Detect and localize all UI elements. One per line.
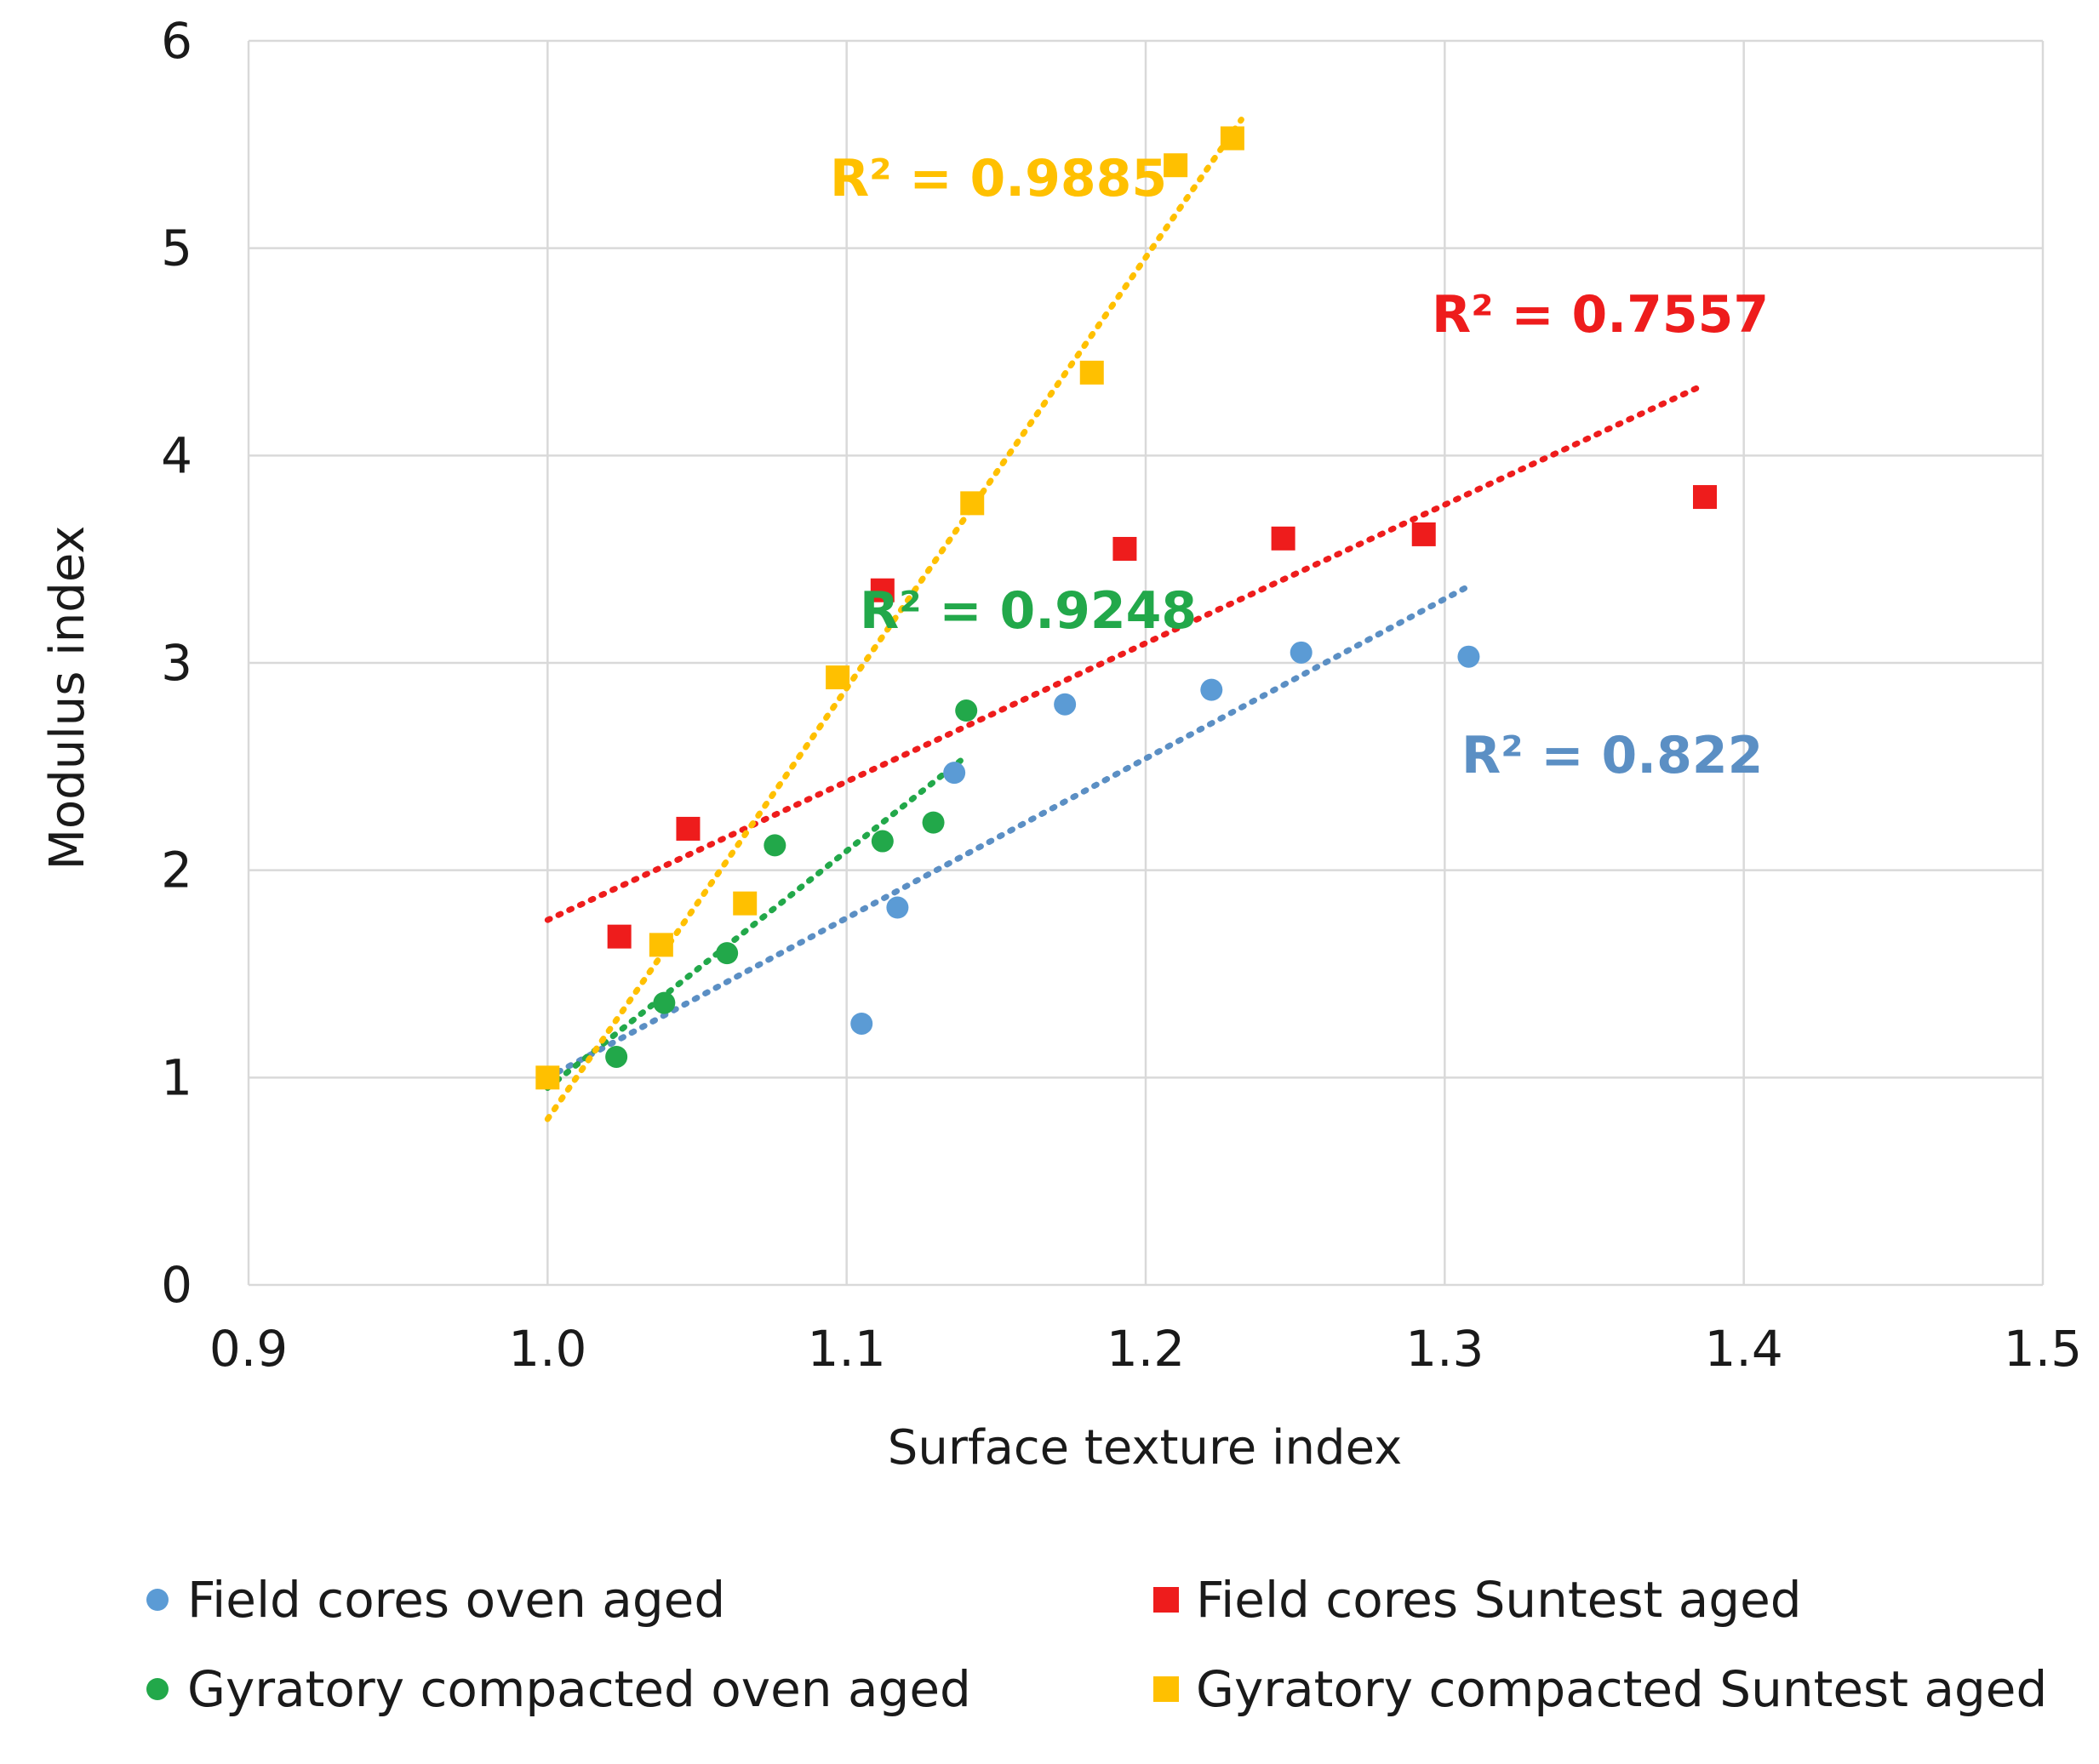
legend-label: Gyratory compacted oven aged (187, 1660, 971, 1718)
data-point (607, 924, 632, 949)
data-points (535, 126, 1717, 1090)
trendline-1 (544, 384, 1702, 923)
r2-label: R² = 0.822 (1461, 726, 1763, 785)
y-tick-label: 1 (161, 1048, 192, 1106)
y-tick-label: 2 (161, 842, 192, 899)
grid-lines (247, 39, 2045, 1287)
y-tick-label: 6 (161, 12, 192, 70)
data-point (764, 834, 786, 857)
legend: Field cores oven aged Field cores Suntest… (146, 1571, 2047, 1718)
r2-label: R² = 0.9248 (860, 581, 1197, 641)
x-tick-label: 1.1 (808, 1320, 886, 1378)
data-point (1200, 678, 1223, 701)
legend-marker (146, 1678, 169, 1700)
data-point (1692, 485, 1717, 510)
legend-label: Field cores oven aged (187, 1571, 725, 1629)
data-point (535, 1065, 560, 1090)
data-point (653, 991, 676, 1014)
data-point (1290, 641, 1313, 664)
x-tick-label: 1.5 (2004, 1320, 2082, 1378)
r2-label: R² = 0.9885 (830, 149, 1167, 208)
data-point (1112, 536, 1137, 561)
data-point (886, 896, 909, 919)
x-tick-label: 1.0 (508, 1320, 586, 1378)
data-point (826, 665, 850, 690)
data-point (649, 933, 673, 957)
data-point (955, 699, 978, 722)
x-axis-ticks: 0.9 1.0 1.1 1.2 1.3 1.4 1.5 (209, 1320, 2082, 1378)
legend-label: Field cores Suntest aged (1196, 1571, 1802, 1629)
r2-label: R² = 0.7557 (1432, 285, 1769, 345)
data-point (870, 578, 895, 602)
y-tick-label: 3 (161, 634, 192, 692)
data-point (943, 762, 966, 785)
x-tick-label: 0.9 (209, 1320, 288, 1378)
legend-marker (1153, 1676, 1179, 1702)
x-axis-title: Surface texture index (888, 1420, 1402, 1476)
y-tick-label: 5 (161, 220, 192, 277)
legend-marker (1153, 1587, 1179, 1613)
trendline-0 (544, 583, 1472, 1081)
data-point (1164, 153, 1188, 178)
trendline-2 (544, 753, 969, 1092)
data-point (605, 1045, 628, 1068)
data-point (716, 942, 739, 965)
y-axis-title: Modulus index (40, 526, 95, 871)
data-point (871, 830, 894, 853)
x-tick-label: 1.4 (1705, 1320, 1783, 1378)
data-point (1054, 693, 1077, 716)
x-tick-label: 1.3 (1405, 1320, 1484, 1378)
legend-marker (146, 1589, 169, 1611)
y-axis-ticks: 0 1 2 3 4 5 6 (161, 12, 192, 1314)
r2-annotations: R² = 0.822 R² = 0.7557 R² = 0.9248 R² = 0.9… (830, 149, 1769, 785)
y-tick-label: 0 (161, 1256, 192, 1314)
x-tick-label: 1.2 (1107, 1320, 1185, 1378)
data-point (1220, 126, 1244, 151)
data-point (733, 891, 758, 916)
data-point (676, 816, 701, 841)
data-point (922, 811, 945, 834)
data-point (1271, 526, 1295, 551)
y-tick-label: 4 (161, 426, 192, 484)
data-point (1079, 360, 1104, 385)
data-point (1457, 645, 1480, 668)
data-point (850, 1012, 873, 1035)
data-point (960, 491, 985, 516)
legend-label: Gyratory compacted Suntest aged (1196, 1660, 2047, 1718)
data-point (1411, 522, 1436, 546)
